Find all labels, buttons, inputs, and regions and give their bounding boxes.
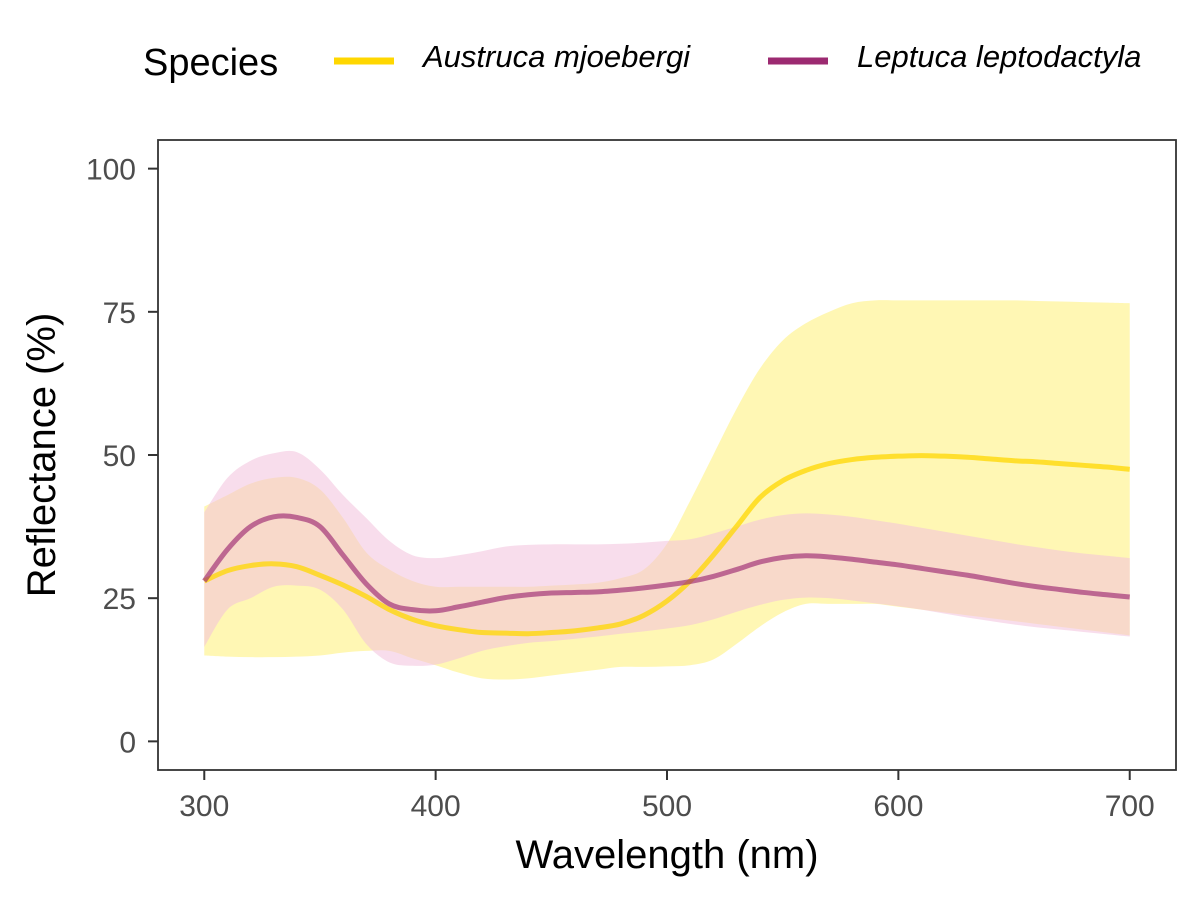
legend-entries: Austruca mjoebergi Leptuca leptodactyla (334, 39, 1141, 74)
y-axis-title: Reflectance (%) (20, 313, 64, 598)
y-tick-label: 25 (103, 583, 136, 616)
x-tick-label: 600 (873, 790, 923, 823)
x-tick-label: 400 (411, 790, 461, 823)
y-axis: 0 25 50 75 100 (86, 154, 158, 759)
line-austruca-mjoebergi (203, 453, 1130, 637)
legend-title: Species (143, 42, 278, 84)
x-axis: 300 400 500 600 700 (179, 770, 1155, 823)
y-tick-label: 0 (119, 726, 136, 759)
legend-label-austruca-mjoebergi: Austruca mjoebergi (421, 39, 691, 74)
legend: Species Austruca mjoebergi Leptuca leptod… (143, 39, 1141, 84)
x-tick-label: 700 (1105, 790, 1155, 823)
x-tick-label: 500 (642, 790, 692, 823)
legend-label-leptuca-leptodactyla: Leptuca leptodactyla (857, 39, 1141, 74)
x-axis-title: Wavelength (nm) (515, 833, 818, 877)
series-lines (202, 453, 1130, 637)
y-tick-label: 75 (103, 297, 136, 330)
y-tick-label: 50 (103, 440, 136, 473)
y-tick-label: 100 (86, 154, 136, 187)
line-leptuca-leptodactyla (202, 513, 1130, 614)
confidence-bands (204, 300, 1130, 680)
x-tick-label: 300 (179, 790, 229, 823)
